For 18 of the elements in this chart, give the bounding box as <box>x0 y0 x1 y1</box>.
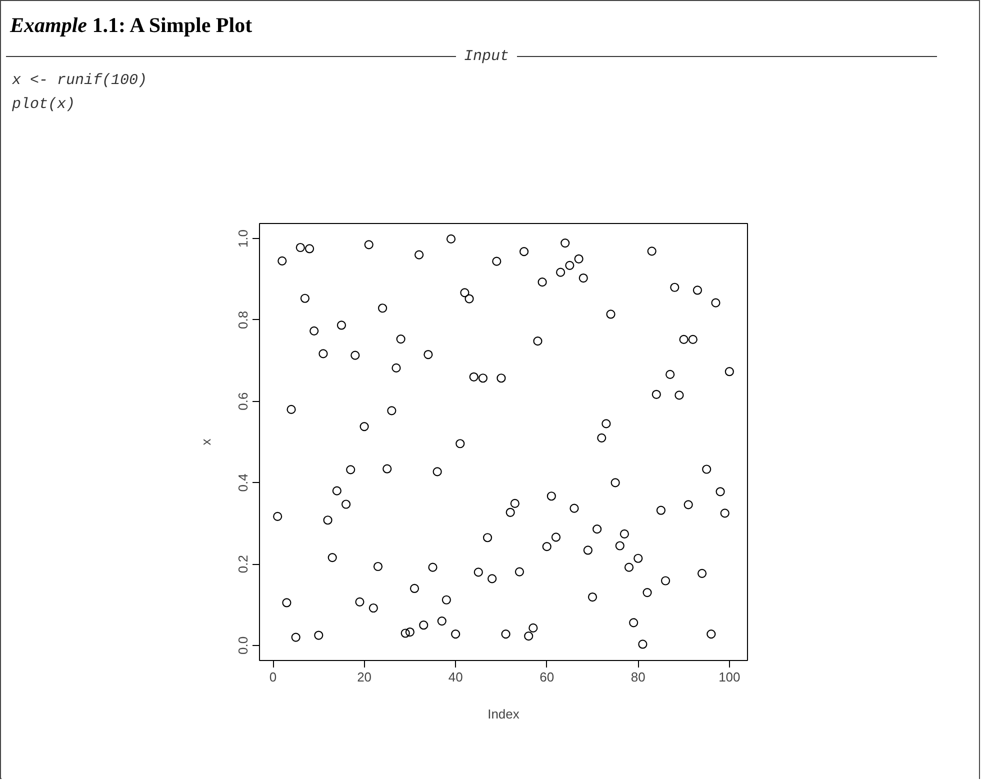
y-tick-label: 0.6 <box>236 392 250 410</box>
y-tick-label: 0.4 <box>236 474 250 492</box>
y-tick-label: 0.8 <box>236 310 250 329</box>
x-tick-label: 80 <box>630 670 646 684</box>
x-tick-label: 100 <box>718 670 740 684</box>
y-axis-title: x <box>198 438 214 446</box>
x-tick-label: 20 <box>357 670 372 684</box>
text: plot(x) <box>12 95 76 116</box>
x-axis-title: Index <box>488 706 520 722</box>
chart-title: Example 1.1: A Simple Plot <box>8 12 254 39</box>
y-tick-label: 0.2 <box>236 555 250 574</box>
text: Input <box>463 47 510 67</box>
y-tick-label: 1.0 <box>236 230 250 248</box>
text: x <- runif(100) <box>12 71 148 92</box>
y-tick-label: 0.0 <box>236 636 250 654</box>
x-tick-label: 0 <box>269 670 277 684</box>
x-tick-label: 60 <box>540 670 554 684</box>
x-tick-label: 40 <box>448 670 463 684</box>
